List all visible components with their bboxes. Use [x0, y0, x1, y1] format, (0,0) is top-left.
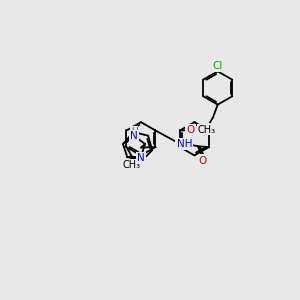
Text: CH₃: CH₃: [197, 125, 215, 135]
Text: O: O: [199, 155, 207, 166]
Text: NH: NH: [176, 139, 192, 149]
Text: H: H: [131, 127, 137, 136]
Text: Cl: Cl: [212, 61, 223, 71]
Text: O: O: [202, 124, 210, 134]
Text: O: O: [187, 125, 195, 135]
Text: N: N: [137, 153, 145, 163]
Text: CH₃: CH₃: [122, 160, 140, 170]
Text: N: N: [130, 131, 138, 141]
